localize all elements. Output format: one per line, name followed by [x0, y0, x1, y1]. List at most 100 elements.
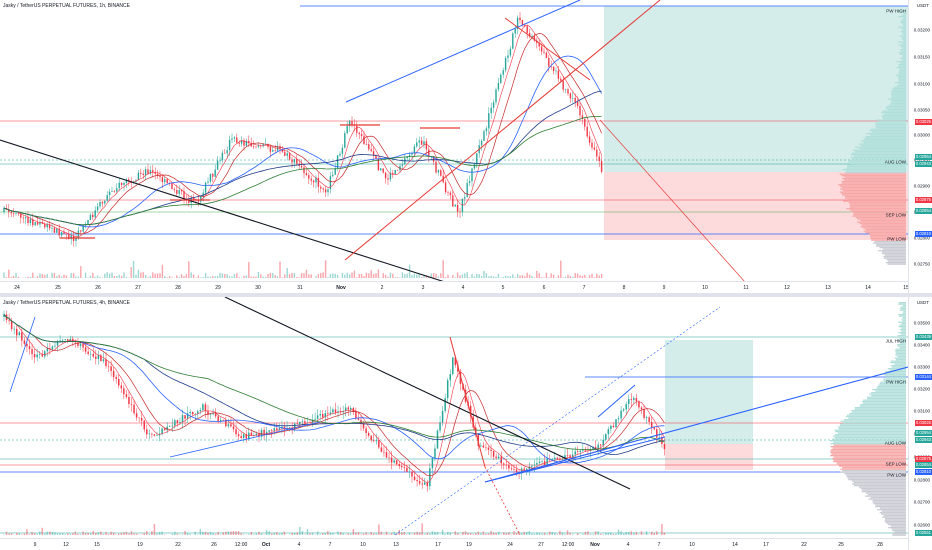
volume-bar: [596, 273, 598, 278]
pane-divider[interactable]: [0, 293, 932, 297]
volume-bar: [602, 534, 604, 535]
volume-bar: [490, 531, 492, 535]
candle-body: [174, 420, 176, 426]
volume-bar: [209, 531, 212, 535]
candle-body: [380, 168, 382, 171]
price-tick-label: 0.03050: [913, 107, 930, 113]
chart-pane-4h[interactable]: Jasky / TetherUS PERPETUAL FUTURES, 4h, …: [0, 297, 932, 550]
volume-bar: [202, 277, 204, 278]
volume-bar: [180, 274, 183, 278]
volume-profile-bar: [870, 128, 906, 130]
candle-body: [461, 198, 464, 213]
candle-body: [135, 413, 138, 418]
candle-body: [51, 346, 54, 350]
volume-bar: [505, 533, 508, 535]
candle-body: [656, 429, 658, 438]
volume-profile-bar: [861, 224, 906, 226]
time-tick-label: 13: [825, 285, 831, 291]
candle-body: [383, 451, 385, 453]
price-plot-4h[interactable]: [0, 297, 908, 538]
volume-bar: [584, 531, 587, 535]
candle-body: [149, 170, 152, 174]
moving-average-line: [3, 24, 602, 238]
candle-body: [485, 128, 488, 132]
volume-profile-bar: [895, 353, 906, 355]
volume-profile-bar: [854, 151, 906, 153]
price-plot-1h[interactable]: [0, 0, 908, 281]
trend-line: [597, 384, 636, 418]
volume-bar: [153, 524, 156, 535]
candle-body: [192, 198, 195, 200]
time-tick-label: 28: [877, 542, 883, 548]
volume-profile: [838, 10, 906, 265]
volume-bar: [630, 531, 633, 535]
volume-profile-bar: [881, 251, 906, 253]
volume-profile-bar: [898, 79, 906, 81]
candle-body: [569, 455, 571, 458]
volume-profile-bar: [900, 342, 906, 344]
volume-bar: [95, 532, 97, 535]
candle-body: [406, 156, 408, 159]
candle-body: [128, 179, 130, 182]
volume-profile-bar: [900, 68, 906, 70]
candle-body: [551, 458, 553, 460]
volume-bar: [238, 277, 240, 278]
volume-profile-bar: [843, 419, 906, 421]
volume-profile-bar: [846, 414, 906, 416]
candle-body: [309, 422, 311, 424]
volume-profile-bar: [902, 29, 906, 31]
candle-body: [269, 146, 272, 152]
volume-bar: [159, 273, 161, 278]
volume-bar: [87, 277, 89, 278]
volume-bar: [456, 272, 459, 278]
candle-body: [308, 175, 310, 179]
volume-bar: [365, 272, 368, 278]
time-axis[interactable]: 24 25 26 27 28 29 30 31 Nov 2 3 4 5 6 7 8 9 10 11 12 13 14 15: [0, 281, 909, 293]
candle-body: [428, 149, 430, 157]
time-tick-label: 4: [297, 542, 301, 548]
candle-body: [153, 434, 156, 436]
volume-profile-bar: [886, 377, 906, 379]
volume-profile-bar: [898, 321, 906, 323]
long-position-loss-zone: [665, 444, 753, 470]
volume-bar: [49, 531, 51, 535]
volume-bar: [404, 274, 406, 278]
volume-profile-bar: [864, 137, 906, 139]
volume-bar: [260, 533, 263, 535]
volume-bar: [291, 533, 293, 535]
volume-bar: [370, 532, 372, 535]
candle-body: [488, 113, 490, 129]
volume-profile-bar: [878, 250, 906, 252]
price-axis[interactable]: USDT 0.03500 0.03400 0.03300 0.03200 0.03100…: [908, 297, 932, 550]
candle-body: [581, 115, 584, 119]
candle-body: [303, 167, 305, 174]
volume-profile-bar: [838, 184, 906, 186]
price-tick-label: 0.02600: [913, 522, 930, 528]
volume-profile-bar: [865, 232, 906, 234]
candle-body: [418, 481, 421, 484]
chart-pane-1h[interactable]: Jasky / TetherUS PERPETUAL FUTURES, 1h, …: [0, 0, 932, 293]
volume-profile-bar: [895, 351, 906, 353]
price-axis[interactable]: USDT 0.03200 0.03150 0.03100 0.03050 0.03000…: [908, 0, 932, 293]
volume-bar: [222, 532, 225, 535]
volume-bar: [202, 531, 204, 535]
volume-bar: [281, 533, 283, 535]
volume-bar: [401, 532, 403, 535]
volume-profile-bar: [883, 515, 906, 517]
volume-bar: [252, 276, 255, 278]
volume-bar: [615, 533, 617, 535]
volume-bar: [435, 273, 437, 278]
candle-body: [94, 210, 96, 218]
volume-profile-bar: [876, 127, 906, 129]
candle-body: [178, 190, 180, 194]
volume-bar: [54, 532, 56, 535]
volume-profile-bar: [903, 25, 906, 27]
candle-body: [221, 152, 224, 161]
candle-body: [447, 192, 449, 193]
candle-body: [597, 444, 599, 450]
volume-profile-bar: [841, 187, 906, 189]
candle-body: [490, 449, 492, 451]
candle-body: [310, 178, 312, 181]
trend-line: [504, 17, 591, 81]
time-axis[interactable]: 9 12 15 19 22 26 12:00 Oct 4 7 10 13 17 19 24 27 12:00 No…: [0, 538, 908, 550]
